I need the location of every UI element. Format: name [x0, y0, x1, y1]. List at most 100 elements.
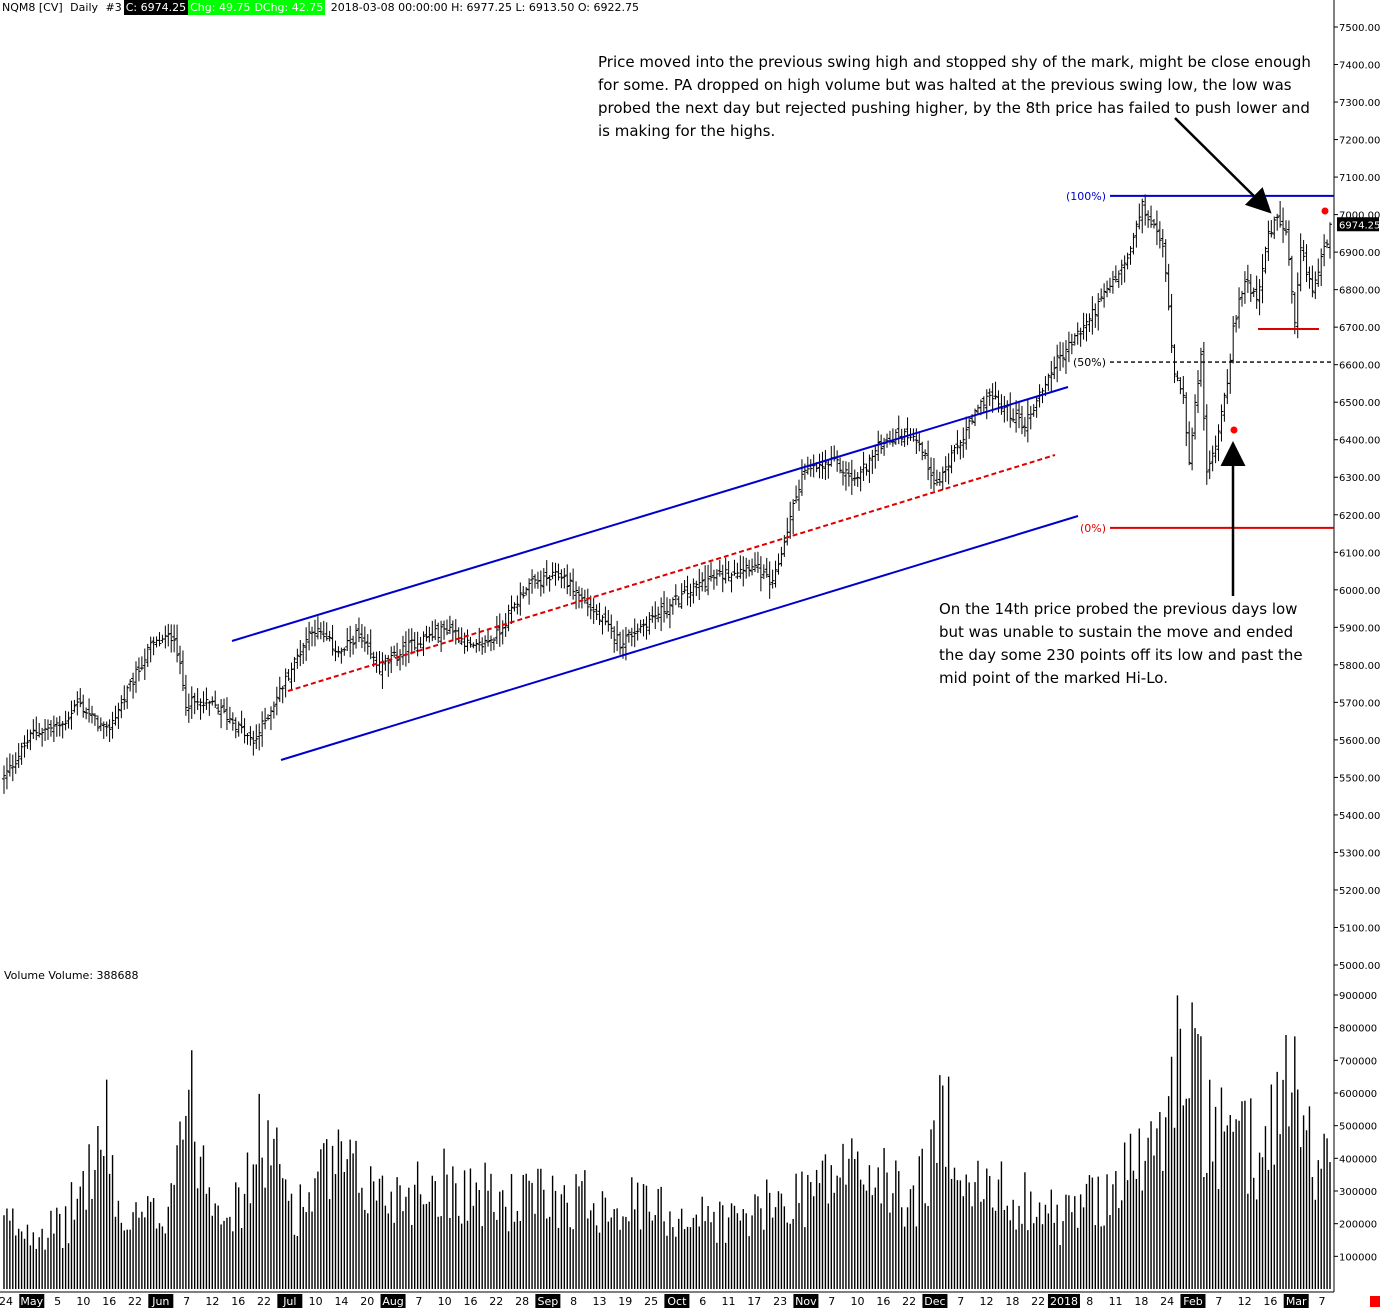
price-tick-label: 5200.00: [1339, 886, 1380, 897]
volume-label: Volume Volume: 388688: [4, 969, 139, 982]
daily-change-box: DChg: 42.75: [252, 0, 326, 15]
month-label-box: [1283, 1294, 1309, 1308]
month-label-box: [535, 1294, 561, 1308]
date-label: 13: [592, 1295, 606, 1308]
month-label: Feb: [1183, 1295, 1202, 1308]
volume-tick-label: 900000: [1339, 991, 1377, 1002]
price-tick-label: 6700.00: [1339, 323, 1380, 334]
volume-tick-label: 600000: [1339, 1089, 1377, 1100]
symbol-label: NQM8 [CV]: [2, 1, 63, 14]
date-label: 24: [1160, 1295, 1174, 1308]
month-label-box: [1180, 1294, 1206, 1308]
last-price-label: 6974.25: [1339, 220, 1380, 231]
month-label-box: [922, 1294, 948, 1308]
price-tick-label: 5500.00: [1339, 773, 1380, 784]
ohlc-readout: 2018-03-08 00:00:00 H: 6977.25 L: 6913.5…: [330, 1, 640, 14]
price-tick-label: 5000.00: [1339, 961, 1380, 972]
date-label: 12: [1238, 1295, 1252, 1308]
date-label: 22: [257, 1295, 271, 1308]
date-label: 16: [231, 1295, 245, 1308]
date-label: 10: [851, 1295, 865, 1308]
date-label: 7: [1319, 1295, 1326, 1308]
price-tick-label: 6000.00: [1339, 586, 1380, 597]
date-label: 8: [570, 1295, 577, 1308]
price-tick-label: 7200.00: [1339, 136, 1380, 147]
volume-tick-label: 800000: [1339, 1024, 1377, 1035]
date-label: 22: [128, 1295, 142, 1308]
month-label-box: [277, 1294, 303, 1308]
date-label: 8: [1086, 1295, 1093, 1308]
month-label: 2018: [1050, 1295, 1078, 1308]
volume-tick-label: 200000: [1339, 1220, 1377, 1231]
volume-tick-label: 500000: [1339, 1122, 1377, 1133]
month-label-box: [19, 1294, 45, 1308]
month-label: Jul: [282, 1295, 296, 1308]
change-box: Chg: 49.75: [188, 0, 253, 15]
volume-tick-label: 300000: [1339, 1187, 1377, 1198]
month-label-box: [1047, 1294, 1080, 1308]
price-tick-label: 5100.00: [1339, 923, 1380, 934]
fib-level-label: (50%): [1073, 356, 1106, 369]
date-label: 10: [438, 1295, 452, 1308]
annotation-bottom: On the 14th price probed the previous da…: [939, 600, 1303, 687]
date-label: 17: [747, 1295, 761, 1308]
price-tick-label: 5700.00: [1339, 698, 1380, 709]
channel-upper-line: [231, 386, 1069, 642]
corner-marker: [1370, 1296, 1380, 1307]
date-label: 20: [360, 1295, 374, 1308]
month-label-box: [664, 1294, 690, 1308]
date-label: 18: [1134, 1295, 1148, 1308]
price-tick-label: 5800.00: [1339, 661, 1380, 672]
month-label: Dec: [924, 1295, 945, 1308]
price-tick-label: 5300.00: [1339, 848, 1380, 859]
month-label: Nov: [795, 1295, 817, 1308]
arrow-top: [1174, 117, 1272, 214]
price-tick-label: 6600.00: [1339, 361, 1380, 372]
date-label: 22: [902, 1295, 916, 1308]
date-label: 28: [515, 1295, 529, 1308]
month-label-box: [380, 1294, 406, 1308]
close-box: C: 6974.25: [123, 0, 189, 15]
annotation-top: Price moved into the previous swing high…: [598, 53, 1311, 140]
date-label: 22: [489, 1295, 503, 1308]
price-tick-label: 7300.00: [1339, 98, 1380, 109]
date-label: 11: [722, 1295, 736, 1308]
price-tick-label: 6800.00: [1339, 286, 1380, 297]
volume-tick-label: 100000: [1339, 1252, 1377, 1263]
date-label: 16: [463, 1295, 477, 1308]
date-label: 6: [699, 1295, 706, 1308]
price-tick-label: 7100.00: [1339, 173, 1380, 184]
month-label: May: [20, 1295, 43, 1308]
date-label: 18: [1005, 1295, 1019, 1308]
date-label: 10: [309, 1295, 323, 1308]
date-label: 25: [644, 1295, 658, 1308]
date-label: 16: [876, 1295, 890, 1308]
date-label: 5: [54, 1295, 61, 1308]
date-label: 23: [773, 1295, 787, 1308]
price-tick-label: 6200.00: [1339, 511, 1380, 522]
channel-lower-line: [280, 515, 1079, 761]
month-label-box: [148, 1294, 174, 1308]
volume-tick-label: 400000: [1339, 1154, 1377, 1165]
price-tick-label: 5900.00: [1339, 623, 1380, 634]
date-label: 11: [1109, 1295, 1123, 1308]
chart-number: #3: [105, 1, 122, 14]
channel-midline: [287, 454, 1056, 692]
date-label: 7: [415, 1295, 422, 1308]
signal-dot: [1321, 207, 1329, 215]
price-tick-label: 6300.00: [1339, 473, 1380, 484]
date-label: 7: [828, 1295, 835, 1308]
date-label: 14: [334, 1295, 348, 1308]
date-label: 24: [0, 1295, 13, 1308]
month-label: Jun: [151, 1295, 169, 1308]
date-label: 16: [1263, 1295, 1277, 1308]
fib-level-label: (100%): [1066, 190, 1106, 203]
price-tick-label: 6100.00: [1339, 548, 1380, 559]
price-tick-label: 5400.00: [1339, 811, 1380, 822]
price-tick-label: 7400.00: [1339, 61, 1380, 72]
date-label: 16: [102, 1295, 116, 1308]
date-label: 7: [957, 1295, 964, 1308]
price-tick-label: 7500.00: [1339, 23, 1380, 34]
month-label: Sep: [538, 1295, 559, 1308]
